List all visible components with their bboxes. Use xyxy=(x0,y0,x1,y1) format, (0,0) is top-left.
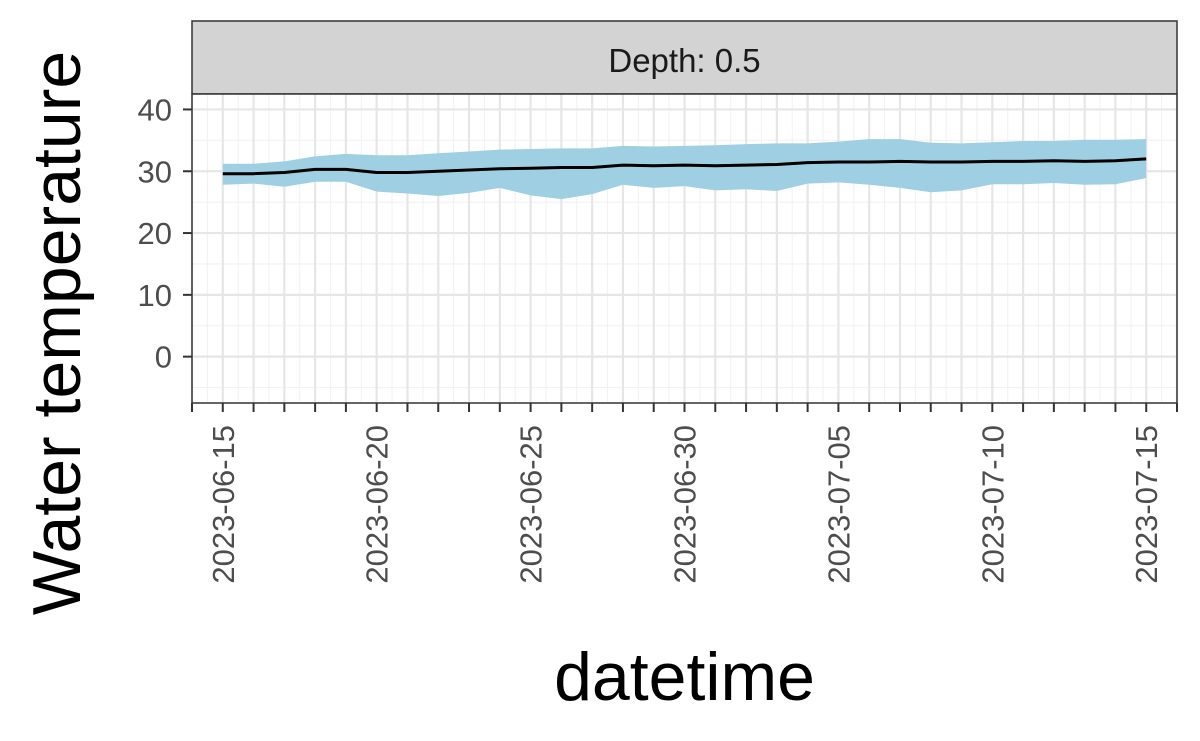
facet-strip xyxy=(191,20,1178,95)
x-tick-label: 2023-06-30 xyxy=(668,425,703,584)
y-tick-label: 30 xyxy=(138,154,172,189)
y-axis-title: Water temperature xyxy=(19,51,95,615)
x-tick-label: 2023-07-05 xyxy=(821,425,856,584)
x-tick-label: 2023-07-10 xyxy=(975,425,1010,584)
x-axis-title: datetime xyxy=(554,639,815,715)
x-tick-label: 2023-06-20 xyxy=(360,425,395,584)
x-tick-label: 2023-07-15 xyxy=(1129,425,1164,584)
x-tick-label: 2023-06-15 xyxy=(206,425,241,584)
y-tick-label: 10 xyxy=(138,278,172,313)
facet-label: Depth: 0.5 xyxy=(608,42,760,79)
x-axis: 2023-06-15 2023-06-20 2023-06-25 2023-06-30… xyxy=(191,403,1178,584)
y-tick-label: 0 xyxy=(155,340,172,375)
y-tick-label: 40 xyxy=(138,92,172,127)
x-tick-label: 2023-06-25 xyxy=(514,425,549,584)
y-axis: 0 10 20 30 40 xyxy=(138,92,192,375)
confidence-band xyxy=(222,139,1147,200)
mean-line xyxy=(222,157,1147,176)
y-tick-label: 20 xyxy=(138,216,172,251)
